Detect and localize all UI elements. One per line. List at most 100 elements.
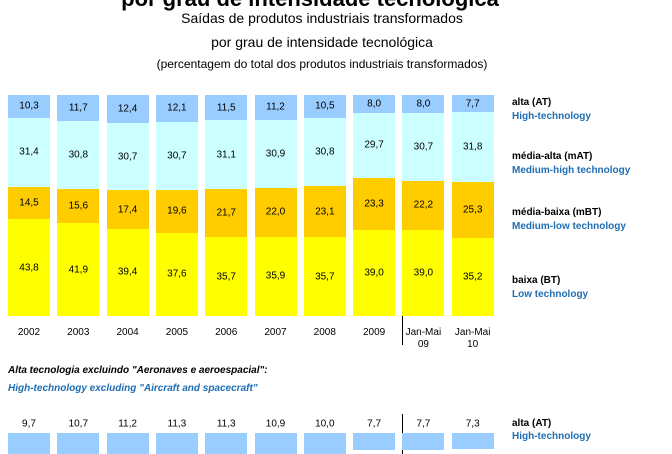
bar-segment — [254, 236, 297, 316]
subtitle: (percentagem do total dos produtos indus… — [156, 57, 488, 71]
bar-segment — [254, 188, 297, 237]
bar-segment — [8, 117, 50, 188]
bar-segment — [57, 223, 100, 316]
legend-label: alta (AT) — [512, 418, 552, 429]
value-label: 11,2 — [118, 418, 137, 430]
legend-label: média-baixa (mBT) — [512, 207, 602, 218]
bar-segment — [303, 186, 346, 238]
bar-segment — [353, 112, 396, 179]
value-label: 14,5 — [19, 197, 39, 209]
bar-segment — [205, 237, 248, 316]
value-label: 23,3 — [364, 198, 384, 210]
value-label: 35,9 — [265, 270, 286, 282]
value-label: 35,2 — [462, 271, 483, 283]
value-label: 21,7 — [216, 207, 236, 219]
value-label: 30,7 — [413, 141, 434, 153]
legend-label: média-alta (mAT) — [512, 151, 593, 162]
bar-segment — [8, 95, 50, 118]
bar-segment — [353, 95, 396, 113]
bar — [57, 433, 100, 454]
x-tick-label: 2007 — [264, 327, 287, 338]
value-label: 15,6 — [68, 200, 89, 212]
value-label: 22,2 — [413, 199, 434, 211]
chart-title: Alta tecnologia excluindo "Aeronaves e a… — [8, 365, 268, 376]
value-label: 12,4 — [117, 103, 138, 115]
value-label: 8,0 — [367, 98, 382, 110]
bar-segment — [57, 95, 100, 121]
value-label: 29,7 — [364, 139, 384, 151]
value-label: 30,7 — [117, 151, 138, 163]
value-label: 30,7 — [167, 150, 187, 162]
bar-segment — [57, 188, 100, 224]
bar-segment — [451, 95, 494, 113]
bar — [8, 433, 50, 454]
value-label: 31,4 — [19, 146, 39, 158]
legend-label: Low technology — [512, 289, 589, 300]
legend-label: Medium-low technology — [512, 221, 626, 232]
bar-segment — [57, 120, 100, 189]
bar-segment — [254, 95, 297, 120]
legend-label: High-technology — [512, 431, 591, 442]
bar-segment — [303, 237, 346, 316]
value-label: 25,3 — [462, 204, 483, 216]
value-label: 8,0 — [416, 98, 431, 110]
bar — [155, 433, 198, 454]
x-tick-label: 2006 — [215, 327, 238, 338]
value-label: 39,0 — [364, 267, 384, 279]
value-label: 37,6 — [167, 268, 187, 280]
bar — [402, 433, 445, 451]
value-label: 30,9 — [265, 148, 286, 160]
bar-segment — [155, 121, 198, 190]
bar-segment — [402, 229, 445, 316]
bar-segment — [402, 95, 445, 113]
bar-segment — [303, 94, 346, 118]
bar — [106, 433, 149, 454]
bar-segment — [205, 95, 248, 121]
value-label: 7,7 — [367, 418, 382, 430]
value-label: 43,8 — [19, 262, 39, 274]
x-tick-label: Jan-Mai 09 — [405, 327, 442, 350]
bar — [205, 433, 248, 454]
bar-segment — [451, 238, 494, 316]
value-label: 11,3 — [167, 418, 187, 430]
bar — [353, 433, 396, 451]
bar — [303, 433, 346, 454]
bar-segment — [8, 219, 50, 316]
value-label: 10,7 — [68, 418, 89, 430]
value-label: 12,1 — [167, 102, 187, 114]
x-tick-label: 2008 — [313, 327, 336, 338]
legend-label: High-technology — [512, 111, 591, 122]
x-tick-label: 2003 — [67, 327, 90, 338]
legend-label: baixa (BT) — [512, 275, 561, 286]
value-label: 7,3 — [465, 418, 480, 430]
value-label: 35,7 — [216, 271, 236, 283]
value-label: 11,3 — [216, 418, 236, 430]
bar-segment — [205, 120, 248, 190]
value-label: 39,0 — [413, 267, 434, 279]
x-tick-label: 2009 — [362, 327, 386, 338]
value-label: 22,0 — [265, 206, 286, 218]
bar-segment — [402, 180, 445, 230]
value-label: 31,1 — [216, 149, 236, 161]
bar-segment — [402, 112, 445, 181]
bar-segment — [106, 190, 149, 229]
chart-title: por grau de intensidade tecnológica — [121, 0, 499, 12]
value-label: 10,5 — [315, 100, 335, 112]
bar-segment — [106, 122, 149, 191]
value-label: 41,9 — [68, 264, 89, 276]
x-tick-label: 2005 — [165, 327, 189, 338]
legend-label: Medium-high technology — [512, 165, 631, 176]
value-label: 11,5 — [216, 102, 236, 114]
value-label: 31,8 — [462, 141, 483, 153]
subtitle: Saídas de produtos industriais transform… — [181, 10, 463, 26]
bar-segment — [155, 95, 198, 122]
value-label: 17,4 — [117, 204, 138, 216]
value-label: 7,7 — [416, 418, 431, 430]
chart-subtitle: High-technology excluding "Aircraft and … — [8, 383, 258, 394]
bar-segment — [254, 119, 297, 189]
bar-segment — [106, 95, 149, 123]
value-label: 10,3 — [19, 100, 39, 112]
value-label: 30,8 — [315, 146, 335, 158]
bar-segment — [155, 232, 198, 316]
value-label: 39,4 — [117, 266, 138, 278]
